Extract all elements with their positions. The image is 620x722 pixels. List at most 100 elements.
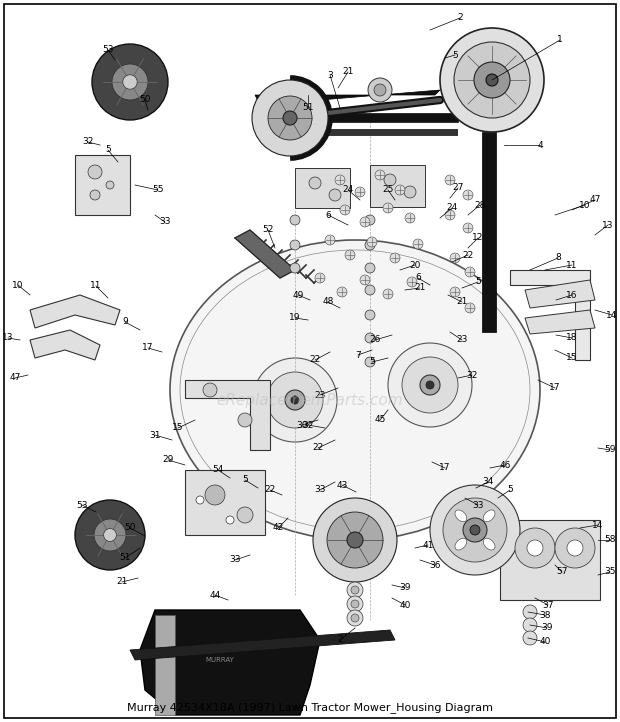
Circle shape [365,310,375,320]
Circle shape [368,78,392,102]
Circle shape [404,186,416,198]
Text: 23: 23 [314,391,326,399]
Text: 36: 36 [429,560,441,570]
Text: 32: 32 [82,137,94,147]
Text: 2: 2 [337,635,343,645]
Circle shape [567,540,583,556]
Text: 26: 26 [370,336,381,344]
Circle shape [285,390,305,410]
Circle shape [347,582,363,598]
Circle shape [365,357,375,367]
Text: 24: 24 [446,204,458,212]
Text: 14: 14 [592,521,604,529]
Text: 41: 41 [422,541,433,549]
Circle shape [267,372,323,428]
Text: 11: 11 [566,261,578,269]
Text: 18: 18 [566,334,578,342]
Circle shape [367,237,377,247]
Circle shape [388,343,472,427]
Text: 13: 13 [2,334,14,342]
Circle shape [474,62,510,98]
Text: 40: 40 [399,601,410,609]
Text: 44: 44 [210,591,221,599]
Text: 53: 53 [76,500,88,510]
Polygon shape [525,280,595,308]
Circle shape [463,518,487,542]
Text: 2: 2 [457,14,463,22]
Text: 39: 39 [399,583,410,593]
Text: 51: 51 [303,103,314,113]
Text: 39: 39 [541,624,553,632]
Text: 42: 42 [272,523,283,533]
Text: 14: 14 [606,310,618,320]
Circle shape [283,111,297,125]
Circle shape [123,75,137,90]
Polygon shape [185,380,270,450]
Text: 12: 12 [472,233,484,243]
Text: 33: 33 [229,555,241,565]
Text: MURRAY: MURRAY [206,657,234,663]
Circle shape [92,44,168,120]
Text: 20: 20 [409,261,421,269]
Text: 7: 7 [355,350,361,360]
Circle shape [325,235,335,245]
Circle shape [383,289,393,299]
Circle shape [351,614,359,622]
Circle shape [365,333,375,343]
Polygon shape [140,610,320,715]
Circle shape [407,277,417,287]
Text: 50: 50 [124,523,136,533]
Text: 52: 52 [262,225,273,235]
Circle shape [426,381,434,389]
Text: 6: 6 [415,274,421,282]
Text: 33: 33 [159,217,170,227]
Circle shape [440,28,544,132]
Circle shape [360,217,370,227]
Circle shape [465,303,475,313]
Circle shape [420,375,440,395]
Text: 34: 34 [482,477,494,487]
Text: 3: 3 [327,71,333,79]
Circle shape [463,190,473,200]
Polygon shape [525,310,595,334]
Circle shape [375,170,385,180]
Text: 35: 35 [604,567,616,576]
Bar [500,520,600,600]
Text: 19: 19 [290,313,301,323]
Circle shape [290,215,300,225]
Circle shape [413,239,423,249]
Text: 5: 5 [105,146,111,155]
Circle shape [337,287,347,297]
Circle shape [196,496,204,504]
Text: 45: 45 [374,415,386,425]
Circle shape [523,605,537,619]
Circle shape [450,287,460,297]
Ellipse shape [170,240,540,540]
Circle shape [365,240,375,250]
Circle shape [395,185,405,195]
Text: eReplacementParts.com: eReplacementParts.com [216,393,404,407]
Circle shape [365,215,375,225]
Circle shape [309,177,321,189]
Text: 6: 6 [325,211,331,219]
Ellipse shape [455,510,467,522]
Text: 5: 5 [242,476,248,484]
Text: 43: 43 [336,481,348,490]
Circle shape [238,413,252,427]
Circle shape [486,74,498,86]
Text: 4: 4 [537,141,543,149]
Ellipse shape [455,539,467,550]
Polygon shape [130,630,395,660]
Circle shape [290,263,300,273]
Text: 57: 57 [556,567,568,576]
Circle shape [365,285,375,295]
Text: 16: 16 [566,290,578,300]
Text: 21: 21 [414,284,426,292]
Circle shape [470,525,480,535]
Text: 21: 21 [456,297,467,307]
Text: 48: 48 [322,297,334,307]
Text: 51: 51 [119,554,131,562]
Circle shape [291,396,299,404]
Circle shape [75,500,145,570]
Text: 5: 5 [475,277,481,287]
